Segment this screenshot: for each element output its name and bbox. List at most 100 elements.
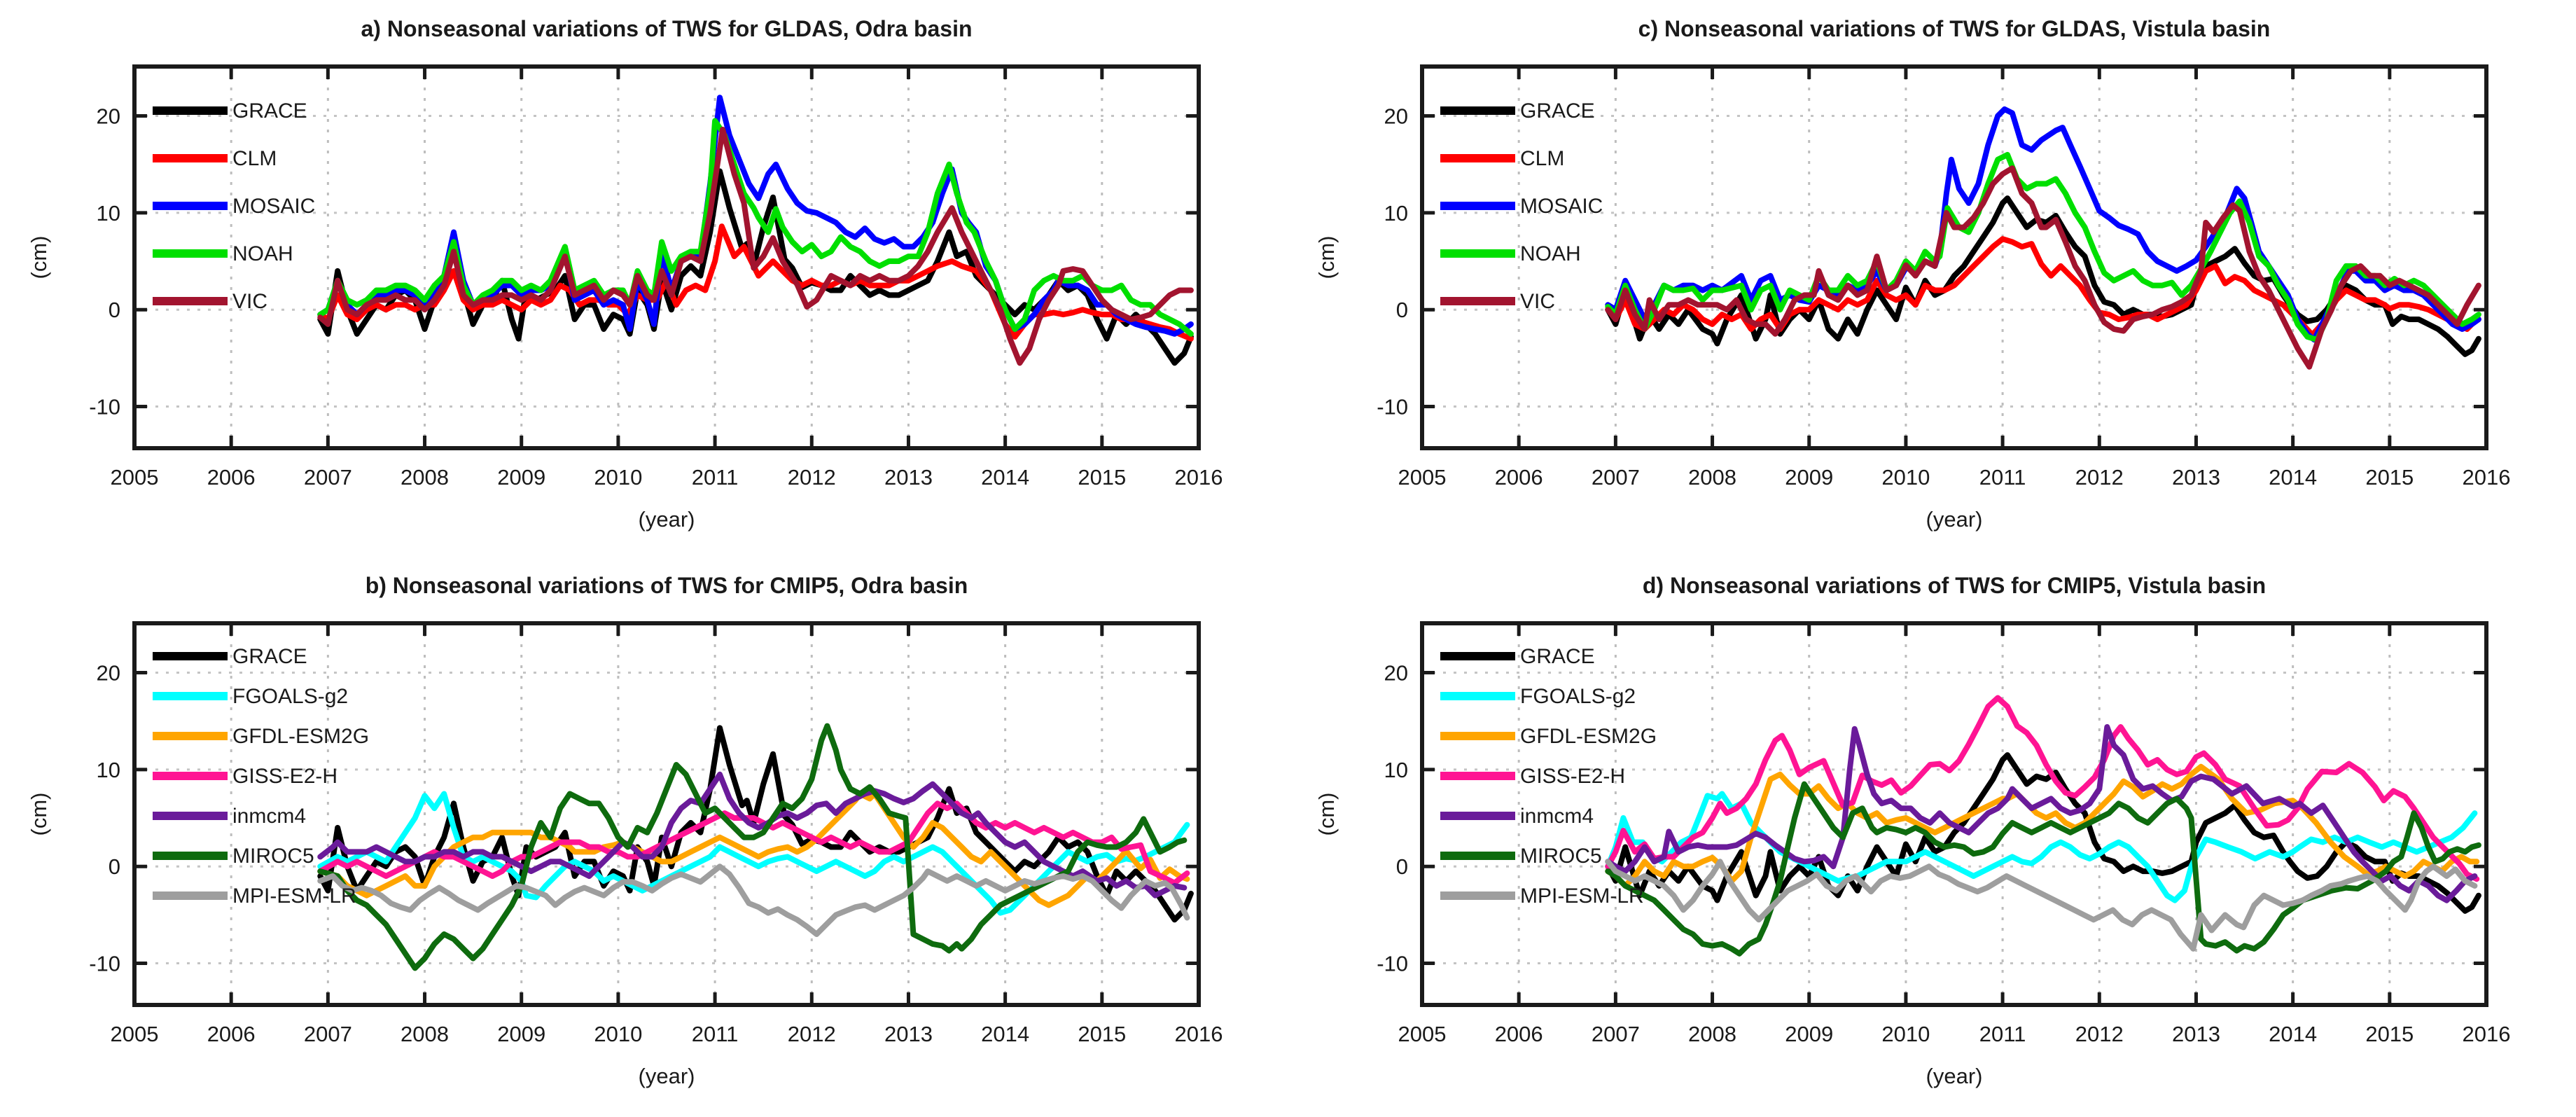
x-tick-label: 2009 xyxy=(1785,1022,1833,1046)
x-tick-label: 2007 xyxy=(1592,465,1640,490)
x-tick-label: 2006 xyxy=(1495,465,1543,490)
y-tick-label: 0 xyxy=(1396,298,1408,322)
legend-label-GFDL-ESM2G: GFDL-ESM2G xyxy=(232,725,369,748)
x-tick-label: 2013 xyxy=(2172,1022,2220,1046)
legend-label-MOSAIC: MOSAIC xyxy=(232,195,315,218)
legend-label-inmcm4: inmcm4 xyxy=(1520,805,1594,828)
legend-label-inmcm4: inmcm4 xyxy=(232,805,306,828)
series-line-GISS-E2-H xyxy=(317,800,1190,886)
y-axis-label: (cm) xyxy=(27,793,51,836)
x-tick-label: 2012 xyxy=(788,1022,836,1046)
chart-title: b) Nonseasonal variations of TWS for CMI… xyxy=(365,573,968,598)
legend-label-MPI-ESM-LR: MPI-ESM-LR xyxy=(1520,884,1644,908)
x-tick-label: 2013 xyxy=(884,465,933,490)
x-tick-label: 2016 xyxy=(2463,1022,2511,1046)
legend-label-VIC: VIC xyxy=(1520,290,1555,313)
legend-label-FGOALS-g2: FGOALS-g2 xyxy=(1520,685,1636,708)
legend-label-CLM: CLM xyxy=(1520,147,1564,170)
x-tick-label: 2005 xyxy=(111,1022,159,1046)
x-axis-label: (year) xyxy=(639,1064,695,1088)
x-tick-label: 2005 xyxy=(1398,1022,1447,1046)
legend-label-MPI-ESM-LR: MPI-ESM-LR xyxy=(232,884,356,908)
series-line-inmcm4 xyxy=(1605,724,2478,903)
x-tick-label: 2009 xyxy=(497,465,545,490)
x-tick-label: 2014 xyxy=(981,465,1029,490)
x-tick-label: 2014 xyxy=(2269,465,2317,490)
series-line-GFDL-ESM2G xyxy=(317,791,1190,908)
x-tick-label: 2007 xyxy=(304,465,352,490)
legend-label-FGOALS-g2: FGOALS-g2 xyxy=(232,685,348,708)
y-axis-label: (cm) xyxy=(27,236,51,279)
x-tick-label: 2006 xyxy=(207,465,256,490)
series-line-FGOALS-g2 xyxy=(317,791,1190,916)
x-tick-label: 2010 xyxy=(1881,465,1930,490)
x-tick-label: 2014 xyxy=(2269,1022,2317,1046)
series-line-VIC xyxy=(317,126,1194,366)
panel-gldas-odra: a) Nonseasonal variations of TWS for GLD… xyxy=(0,0,1288,557)
x-tick-label: 2011 xyxy=(1979,465,2026,490)
x-tick-label: 2015 xyxy=(1078,465,1126,490)
x-tick-label: 2016 xyxy=(1175,1022,1223,1046)
y-tick-label: -10 xyxy=(89,395,120,419)
x-axis-label: (year) xyxy=(639,507,695,532)
x-tick-label: 2012 xyxy=(2075,465,2124,490)
y-tick-label: 20 xyxy=(97,661,120,686)
chart-gldas-odra: a) Nonseasonal variations of TWS for GLD… xyxy=(27,16,1223,532)
chart-title: c) Nonseasonal variations of TWS for GLD… xyxy=(1638,16,2271,41)
chart-gldas-vistula: c) Nonseasonal variations of TWS for GLD… xyxy=(1314,16,2510,532)
chart-title: d) Nonseasonal variations of TWS for CMI… xyxy=(1643,573,2266,598)
y-tick-label: 10 xyxy=(97,201,120,226)
x-tick-label: 2008 xyxy=(1688,465,1736,490)
series-line-MPI-ESM-LR xyxy=(317,863,1190,937)
y-tick-label: -10 xyxy=(1377,952,1408,976)
x-tick-label: 2013 xyxy=(884,1022,933,1046)
legend-label-CLM: CLM xyxy=(232,147,277,170)
y-axis-label: (cm) xyxy=(1314,236,1339,279)
x-tick-label: 2007 xyxy=(1592,1022,1640,1046)
x-tick-label: 2008 xyxy=(401,465,449,490)
x-tick-label: 2008 xyxy=(401,1022,449,1046)
x-axis-label: (year) xyxy=(1926,1064,1983,1088)
x-tick-label: 2010 xyxy=(594,1022,642,1046)
series-line-CLM xyxy=(1605,236,2481,338)
series-line-MIROC5 xyxy=(1605,781,2481,957)
series-line-MPI-ESM-LR xyxy=(1605,859,2478,952)
x-tick-label: 2009 xyxy=(1785,465,1833,490)
x-tick-label: 2006 xyxy=(207,1022,256,1046)
x-tick-label: 2011 xyxy=(1979,1022,2026,1046)
x-tick-label: 2014 xyxy=(981,1022,1029,1046)
x-tick-label: 2012 xyxy=(788,465,836,490)
y-tick-label: -10 xyxy=(1377,395,1408,419)
y-tick-label: 0 xyxy=(109,298,120,322)
legend-label-MIROC5: MIROC5 xyxy=(232,845,314,868)
x-tick-label: 2005 xyxy=(111,465,159,490)
x-tick-label: 2009 xyxy=(497,1022,545,1046)
x-tick-label: 2005 xyxy=(1398,465,1447,490)
legend-label-GRACE: GRACE xyxy=(232,99,307,123)
chart-title: a) Nonseasonal variations of TWS for GLD… xyxy=(361,16,972,41)
y-tick-label: -10 xyxy=(89,952,120,976)
legend-label-MOSAIC: MOSAIC xyxy=(1520,195,1603,218)
x-tick-label: 2011 xyxy=(692,1022,739,1046)
legend-label-GRACE: GRACE xyxy=(1520,99,1595,123)
x-tick-label: 2010 xyxy=(594,465,642,490)
legend-label-GRACE: GRACE xyxy=(1520,645,1595,668)
plot-box xyxy=(1420,621,2488,1007)
y-tick-label: 10 xyxy=(1384,201,1408,226)
legend-label-NOAH: NOAH xyxy=(1520,242,1581,265)
panel-cmip5-odra: b) Nonseasonal variations of TWS for CMI… xyxy=(0,557,1288,1113)
x-tick-label: 2013 xyxy=(2172,465,2220,490)
series-line-VIC xyxy=(1605,165,2481,370)
plot-box xyxy=(132,621,1201,1007)
y-tick-label: 20 xyxy=(97,104,120,129)
x-tick-label: 2007 xyxy=(304,1022,352,1046)
y-tick-label: 0 xyxy=(1396,854,1408,879)
x-tick-label: 2006 xyxy=(1495,1022,1543,1046)
legend-label-NOAH: NOAH xyxy=(232,242,293,265)
y-tick-label: 10 xyxy=(1384,758,1408,782)
x-axis-label: (year) xyxy=(1926,507,1983,532)
legend-label-GISS-E2-H: GISS-E2-H xyxy=(1520,765,1625,788)
x-tick-label: 2015 xyxy=(1078,1022,1126,1046)
y-tick-label: 20 xyxy=(1384,661,1408,686)
